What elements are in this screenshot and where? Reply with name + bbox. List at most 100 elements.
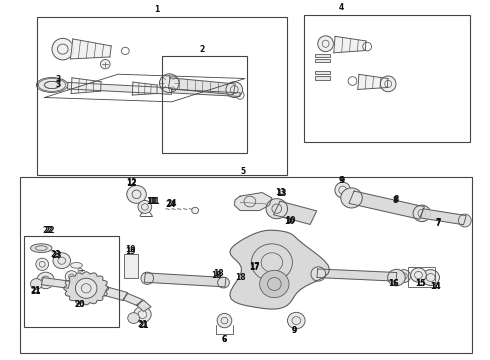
Ellipse shape: [65, 271, 78, 283]
Ellipse shape: [266, 199, 288, 219]
Ellipse shape: [36, 258, 49, 270]
Text: 14: 14: [430, 282, 441, 291]
Ellipse shape: [217, 314, 232, 328]
Text: 17: 17: [249, 262, 260, 271]
Text: 16: 16: [388, 279, 398, 288]
Text: 13: 13: [276, 189, 287, 198]
Text: 5: 5: [240, 167, 245, 176]
Ellipse shape: [100, 59, 110, 69]
Text: 3: 3: [56, 81, 61, 90]
Text: 22: 22: [44, 226, 55, 235]
Text: 3: 3: [56, 75, 61, 84]
Ellipse shape: [71, 262, 82, 268]
Ellipse shape: [411, 268, 426, 282]
Text: 13: 13: [275, 188, 286, 197]
Text: 24: 24: [167, 199, 177, 208]
Text: 4: 4: [339, 3, 344, 12]
Ellipse shape: [422, 270, 440, 285]
Bar: [304, 15, 470, 142]
Bar: [37, 17, 287, 175]
Ellipse shape: [311, 267, 326, 281]
Text: 7: 7: [435, 219, 441, 228]
Polygon shape: [273, 201, 317, 224]
Text: 1: 1: [154, 5, 160, 14]
Polygon shape: [234, 193, 272, 211]
Text: 19: 19: [125, 246, 135, 255]
Ellipse shape: [141, 272, 154, 284]
Ellipse shape: [53, 253, 71, 269]
Bar: [315, 71, 330, 74]
Text: 11: 11: [149, 197, 160, 206]
Text: 18: 18: [211, 270, 222, 279]
Text: 7: 7: [435, 218, 441, 227]
Text: 16: 16: [388, 279, 398, 288]
Ellipse shape: [397, 270, 411, 283]
Polygon shape: [145, 273, 226, 287]
Text: 15: 15: [415, 279, 425, 288]
Ellipse shape: [226, 82, 243, 98]
Ellipse shape: [37, 272, 54, 289]
Text: 6: 6: [222, 335, 227, 344]
Polygon shape: [123, 293, 143, 306]
Polygon shape: [64, 272, 109, 305]
Polygon shape: [136, 300, 151, 311]
Ellipse shape: [459, 214, 471, 227]
Polygon shape: [358, 75, 388, 89]
Polygon shape: [67, 82, 172, 94]
Bar: [408, 267, 435, 287]
Polygon shape: [230, 230, 330, 309]
Ellipse shape: [260, 270, 289, 298]
Bar: [315, 59, 330, 62]
Polygon shape: [41, 278, 70, 288]
Ellipse shape: [380, 76, 396, 92]
Text: 9: 9: [339, 176, 344, 185]
Ellipse shape: [318, 36, 333, 51]
Text: 10: 10: [284, 217, 294, 226]
Text: 9: 9: [340, 176, 345, 185]
Text: 22: 22: [43, 226, 53, 235]
Text: 11: 11: [146, 197, 156, 206]
Text: 24: 24: [166, 200, 176, 209]
Polygon shape: [132, 82, 157, 95]
Text: 17: 17: [249, 264, 260, 273]
Polygon shape: [104, 287, 127, 301]
Text: 19: 19: [125, 247, 135, 256]
Ellipse shape: [134, 307, 151, 322]
Ellipse shape: [127, 185, 147, 203]
Bar: [124, 254, 138, 278]
Ellipse shape: [75, 278, 97, 298]
Ellipse shape: [36, 77, 68, 93]
Ellipse shape: [159, 74, 179, 93]
Text: 20: 20: [74, 300, 85, 309]
Ellipse shape: [52, 39, 74, 60]
Text: 9: 9: [291, 326, 296, 335]
Text: 21: 21: [137, 320, 147, 329]
Polygon shape: [334, 36, 366, 53]
Bar: [315, 54, 330, 57]
Bar: [162, 56, 247, 153]
Ellipse shape: [341, 188, 362, 208]
Text: 14: 14: [430, 282, 441, 291]
Ellipse shape: [388, 269, 405, 286]
Text: 15: 15: [415, 279, 425, 288]
Text: 8: 8: [393, 195, 398, 204]
Text: 21: 21: [30, 287, 41, 296]
Text: 23: 23: [51, 251, 62, 260]
Text: 9: 9: [291, 326, 296, 335]
Polygon shape: [420, 209, 466, 225]
Ellipse shape: [128, 313, 140, 323]
Text: 21: 21: [139, 321, 149, 330]
Ellipse shape: [30, 244, 52, 252]
Text: 6: 6: [222, 335, 227, 344]
Ellipse shape: [30, 279, 42, 289]
Bar: [20, 177, 472, 353]
Text: 10: 10: [285, 216, 295, 225]
Bar: [315, 76, 330, 80]
Ellipse shape: [192, 207, 198, 214]
Polygon shape: [349, 191, 424, 219]
Text: 2: 2: [200, 45, 205, 54]
Polygon shape: [172, 89, 240, 96]
Ellipse shape: [288, 312, 305, 329]
Ellipse shape: [413, 205, 431, 222]
Ellipse shape: [218, 277, 229, 288]
